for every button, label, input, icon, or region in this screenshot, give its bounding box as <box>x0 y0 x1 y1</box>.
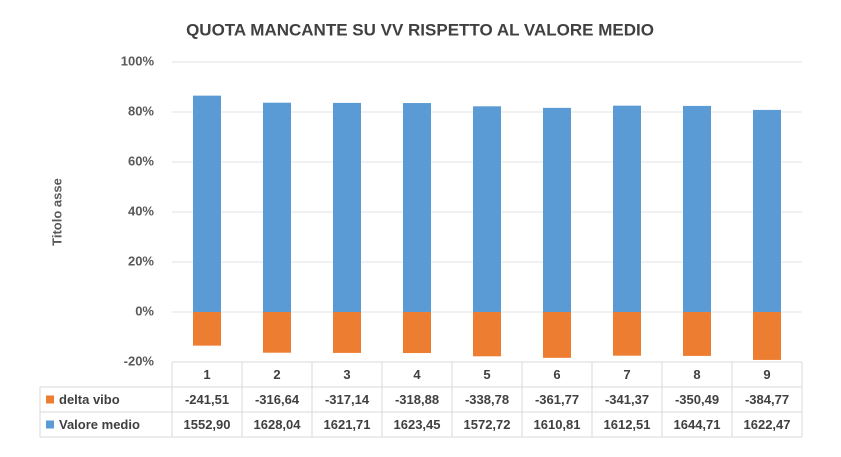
bar <box>333 102 361 313</box>
bar <box>403 312 431 354</box>
table-value: -316,64 <box>255 392 300 407</box>
x-tick-label: 5 <box>483 367 490 382</box>
bar <box>263 102 291 312</box>
legend-label: Valore medio <box>59 417 140 432</box>
bar <box>403 103 431 312</box>
chart-title: QUOTA MANCANTE SU VV RISPETTO AL VALORE … <box>186 20 654 39</box>
table-value: 1610,81 <box>534 417 581 432</box>
legend-key <box>46 395 54 404</box>
table-value: -350,49 <box>675 392 719 407</box>
bar <box>473 106 501 312</box>
table-value: -317,14 <box>325 392 370 407</box>
legend-label: delta vibo <box>59 392 120 407</box>
x-tick-label: 4 <box>413 367 421 382</box>
bar <box>753 312 781 360</box>
x-tick-label: 2 <box>273 367 280 382</box>
y-tick-label: 40% <box>128 203 154 218</box>
y-tick-label: 100% <box>121 53 155 68</box>
y-tick-label: -20% <box>124 353 155 368</box>
table-value: 1623,45 <box>394 417 441 432</box>
x-tick-label: 1 <box>203 367 210 382</box>
table-value: 1572,72 <box>464 417 511 432</box>
table-value: 1622,47 <box>744 417 791 432</box>
table-value: -384,77 <box>745 392 789 407</box>
table-value: 1621,71 <box>324 417 371 432</box>
bar <box>753 109 781 313</box>
bar <box>613 312 641 356</box>
bar <box>193 312 221 346</box>
bar <box>543 312 571 358</box>
x-tick-label: 8 <box>693 367 700 382</box>
bar <box>683 105 711 312</box>
bar <box>613 105 641 313</box>
legend-key <box>46 420 54 429</box>
y-tick-label: 60% <box>128 153 154 168</box>
table-value: -241,51 <box>185 392 229 407</box>
bar <box>543 107 571 312</box>
y-tick-label: 80% <box>128 103 154 118</box>
x-tick-label: 3 <box>343 367 350 382</box>
bar <box>473 312 501 357</box>
bar <box>333 312 361 353</box>
table-value: -341,37 <box>605 392 649 407</box>
table-value: 1644,71 <box>674 417 721 432</box>
bar <box>683 312 711 356</box>
x-tick-label: 7 <box>623 367 630 382</box>
table-value: -338,78 <box>465 392 509 407</box>
x-tick-label: 9 <box>763 367 770 382</box>
x-tick-label: 6 <box>553 367 560 382</box>
y-tick-label: 0% <box>135 303 154 318</box>
table-value: 1628,04 <box>254 417 302 432</box>
table-value: -318,88 <box>395 392 439 407</box>
bar <box>193 95 221 312</box>
table-value: 1552,90 <box>184 417 231 432</box>
y-axis-label: Titolo asse <box>49 178 64 246</box>
table-value: 1612,51 <box>604 417 651 432</box>
y-tick-label: 20% <box>128 253 154 268</box>
bar <box>263 312 291 353</box>
table-value: -361,77 <box>535 392 579 407</box>
